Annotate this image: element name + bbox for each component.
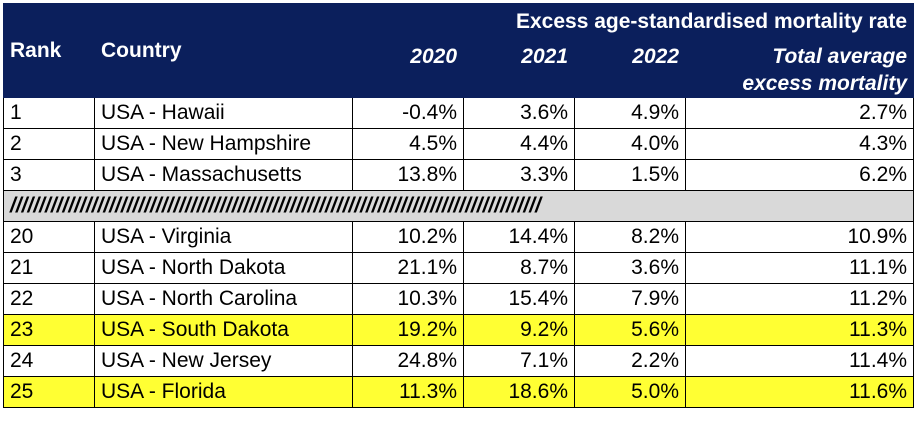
value-2021-cell: 3.6% bbox=[463, 97, 575, 129]
table-row: 3 USA - Massachusetts 13.8% 3.3% 1.5% 6.2% bbox=[3, 159, 915, 191]
rank-cell: 20 bbox=[3, 221, 95, 253]
total-average-cell: 6.2% bbox=[684, 159, 915, 191]
value-2022-cell: 5.6% bbox=[574, 314, 686, 346]
value-2020-cell: 13.8% bbox=[352, 159, 464, 191]
value-2022-cell: 4.9% bbox=[574, 97, 686, 129]
value-2020-cell: 10.2% bbox=[352, 221, 464, 253]
table-row: 25 USA - Florida 11.3% 18.6% 5.0% 11.6% bbox=[3, 376, 915, 408]
value-2020-cell: 21.1% bbox=[352, 252, 464, 284]
value-2021-cell: 7.1% bbox=[463, 345, 575, 377]
country-cell: USA - Hawaii bbox=[94, 97, 353, 129]
value-2021-cell: 9.2% bbox=[463, 314, 575, 346]
country-cell: USA - New Jersey bbox=[94, 345, 353, 377]
total-header-line2: excess mortality bbox=[742, 72, 908, 95]
table-row: 1 USA - Hawaii -0.4% 3.6% 4.9% 2.7% bbox=[3, 97, 915, 129]
value-2022-cell: 7.9% bbox=[574, 283, 686, 315]
table-header: Rank Country Excess age-standardised mor… bbox=[3, 3, 915, 98]
rank-cell: 21 bbox=[3, 252, 95, 284]
rank-cell: 3 bbox=[3, 159, 95, 191]
year-2021-header: 2021 bbox=[463, 40, 575, 98]
value-2022-cell: 3.6% bbox=[574, 252, 686, 284]
table-row: 24 USA - New Jersey 24.8% 7.1% 2.2% 11.4% bbox=[3, 345, 915, 377]
rank-cell: 25 bbox=[3, 376, 95, 408]
value-2022-cell: 8.2% bbox=[574, 221, 686, 253]
total-average-cell: 2.7% bbox=[684, 97, 915, 129]
table-row: 20 USA - Virginia 10.2% 14.4% 8.2% 10.9% bbox=[3, 221, 915, 253]
value-2022-cell: 2.2% bbox=[574, 345, 686, 377]
country-cell: USA - New Hampshire bbox=[94, 128, 353, 160]
total-average-cell: 10.9% bbox=[684, 221, 915, 253]
country-cell: USA - Virginia bbox=[94, 221, 353, 253]
rank-cell: 1 bbox=[3, 97, 95, 129]
country-cell: USA - North Dakota bbox=[94, 252, 353, 284]
table-row: 2 USA - New Hampshire 4.5% 4.4% 4.0% 4.3% bbox=[3, 128, 915, 160]
value-2021-cell: 18.6% bbox=[463, 376, 575, 408]
value-2021-cell: 15.4% bbox=[463, 283, 575, 315]
value-2022-cell: 1.5% bbox=[574, 159, 686, 191]
total-average-cell: 11.2% bbox=[684, 283, 915, 315]
total-average-cell: 11.1% bbox=[684, 252, 915, 284]
value-2021-cell: 14.4% bbox=[463, 221, 575, 253]
country-cell: USA - Massachusetts bbox=[94, 159, 353, 191]
separator-row: ////////////////////////////////////////… bbox=[2, 190, 915, 222]
value-2022-cell: 4.0% bbox=[574, 128, 686, 160]
value-2020-cell: 11.3% bbox=[352, 376, 464, 408]
total-average-cell: 11.4% bbox=[684, 345, 915, 377]
mortality-group-header: Excess age-standardised mortality rate bbox=[351, 3, 915, 41]
value-2021-cell: 3.3% bbox=[463, 159, 575, 191]
table-body: 1 USA - Hawaii -0.4% 3.6% 4.9% 2.7% 2 USA - New… bbox=[2, 97, 915, 408]
rank-cell: 2 bbox=[3, 128, 95, 160]
table-row: 22 USA - North Carolina 10.3% 15.4% 7.9% 11.2… bbox=[3, 283, 915, 315]
country-cell: USA - North Carolina bbox=[94, 283, 353, 315]
total-average-cell: 11.6% bbox=[684, 376, 915, 408]
rank-cell: 22 bbox=[3, 283, 95, 315]
value-2022-cell: 5.0% bbox=[574, 376, 686, 408]
table-row: 23 USA - South Dakota 19.2% 9.2% 5.6% 11.3% bbox=[3, 314, 915, 346]
year-2022-header: 2022 bbox=[574, 40, 686, 98]
year-2020-header: 2020 bbox=[352, 40, 464, 98]
value-2021-cell: 4.4% bbox=[463, 128, 575, 160]
rank-cell: 24 bbox=[3, 345, 95, 377]
rank-cell: 23 bbox=[3, 314, 95, 346]
total-average-cell: 4.3% bbox=[684, 128, 915, 160]
country-column-header: Country bbox=[94, 3, 353, 98]
value-2021-cell: 8.7% bbox=[463, 252, 575, 284]
separator-cell: ////////////////////////////////////////… bbox=[2, 190, 915, 222]
table-row: 21 USA - North Dakota 21.1% 8.7% 3.6% 11.1% bbox=[3, 252, 915, 284]
country-cell: USA - South Dakota bbox=[94, 314, 353, 346]
value-2020-cell: 4.5% bbox=[352, 128, 464, 160]
value-2020-cell: 19.2% bbox=[352, 314, 464, 346]
country-cell: USA - Florida bbox=[94, 376, 353, 408]
rank-column-header: Rank bbox=[3, 3, 95, 98]
total-average-header: Total average excess mortality bbox=[684, 40, 915, 98]
mortality-table: Rank Country Excess age-standardised mor… bbox=[2, 3, 915, 408]
value-2020-cell: 10.3% bbox=[352, 283, 464, 315]
value-2020-cell: 24.8% bbox=[352, 345, 464, 377]
value-2020-cell: -0.4% bbox=[352, 97, 464, 129]
total-average-cell: 11.3% bbox=[684, 314, 915, 346]
total-header-line1: Total average bbox=[772, 45, 908, 68]
